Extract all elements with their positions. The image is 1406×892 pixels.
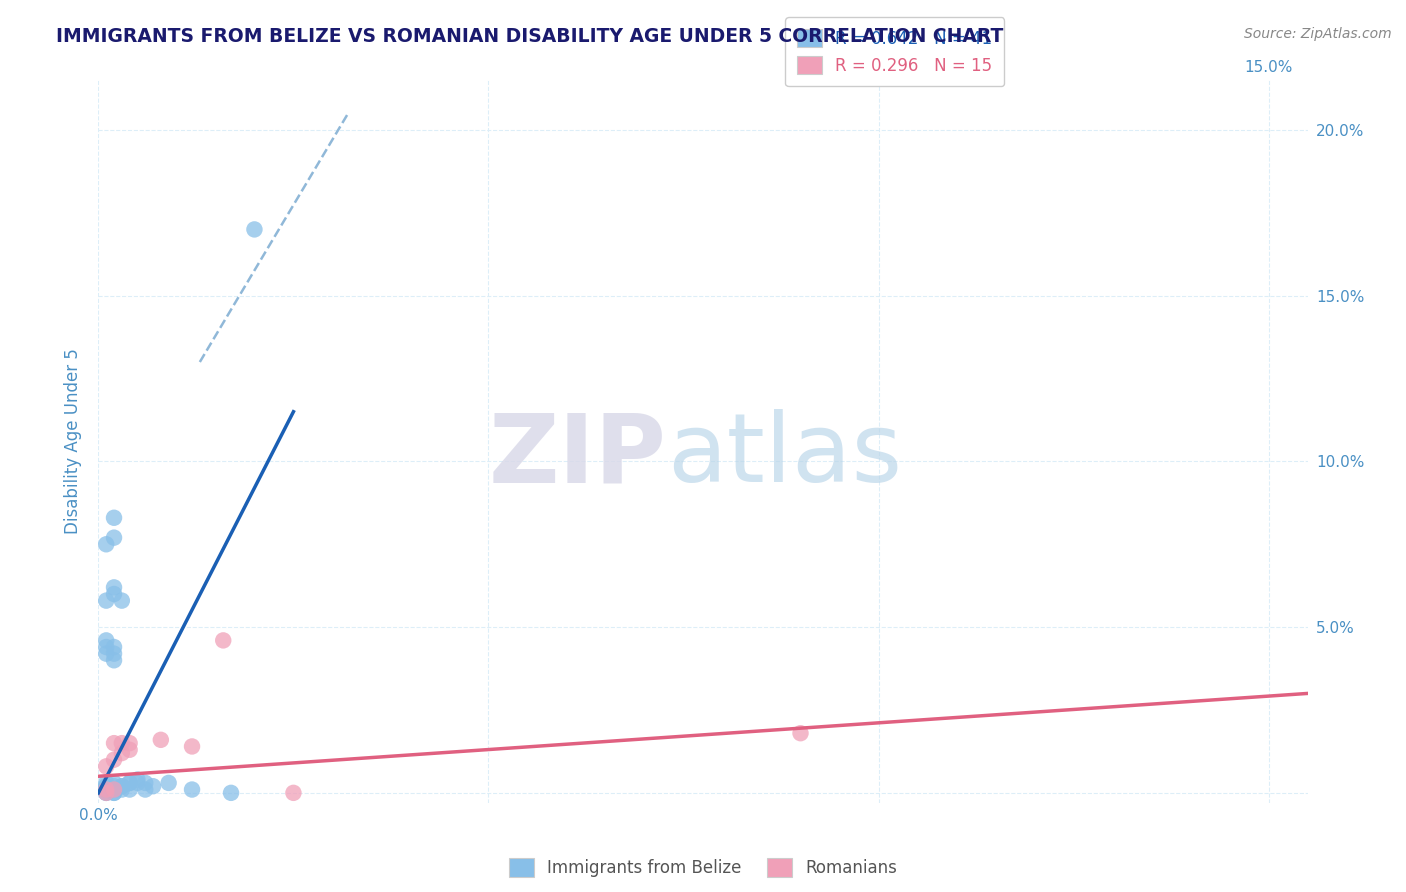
Point	[103, 786, 125, 800]
Point	[789, 726, 811, 740]
Point	[283, 786, 305, 800]
Point	[134, 776, 156, 790]
Point	[157, 776, 180, 790]
Point	[103, 580, 125, 594]
Point	[96, 633, 118, 648]
Point	[118, 776, 141, 790]
Point	[96, 537, 118, 551]
Point	[212, 633, 235, 648]
Legend: Immigrants from Belize, Romanians: Immigrants from Belize, Romanians	[502, 852, 904, 884]
Point	[96, 776, 118, 790]
Point	[96, 779, 118, 793]
Point	[103, 647, 125, 661]
Point	[149, 732, 172, 747]
Point	[127, 776, 149, 790]
Point	[111, 593, 134, 607]
Point	[96, 640, 118, 654]
Point	[96, 782, 118, 797]
Point	[103, 782, 125, 797]
Point	[118, 776, 141, 790]
Text: atlas: atlas	[666, 409, 901, 502]
Point	[103, 640, 125, 654]
Text: Source: ZipAtlas.com: Source: ZipAtlas.com	[1244, 27, 1392, 41]
Y-axis label: Disability Age Under 5: Disability Age Under 5	[65, 349, 83, 534]
Point	[96, 786, 118, 800]
Point	[103, 782, 125, 797]
Point	[96, 779, 118, 793]
Point	[111, 779, 134, 793]
Point	[96, 759, 118, 773]
Point	[103, 776, 125, 790]
Point	[111, 779, 134, 793]
Point	[96, 782, 118, 797]
Point	[103, 779, 125, 793]
Point	[142, 779, 165, 793]
Point	[111, 782, 134, 797]
Point	[103, 782, 125, 797]
Point	[181, 739, 204, 754]
Point	[103, 736, 125, 750]
Text: IMMIGRANTS FROM BELIZE VS ROMANIAN DISABILITY AGE UNDER 5 CORRELATION CHART: IMMIGRANTS FROM BELIZE VS ROMANIAN DISAB…	[56, 27, 1004, 45]
Point	[127, 772, 149, 787]
Point	[243, 222, 266, 236]
Point	[96, 593, 118, 607]
Point	[96, 647, 118, 661]
Point	[103, 531, 125, 545]
Point	[96, 782, 118, 797]
Point	[118, 743, 141, 757]
Point	[103, 587, 125, 601]
Text: ZIP: ZIP	[489, 409, 666, 502]
Point	[134, 782, 156, 797]
Point	[181, 782, 204, 797]
Point	[219, 786, 242, 800]
Point	[111, 736, 134, 750]
Point	[96, 786, 118, 800]
Point	[103, 786, 125, 800]
Point	[96, 786, 118, 800]
Point	[118, 736, 141, 750]
Point	[103, 753, 125, 767]
Point	[103, 510, 125, 524]
Point	[111, 746, 134, 760]
Point	[103, 653, 125, 667]
Point	[118, 782, 141, 797]
